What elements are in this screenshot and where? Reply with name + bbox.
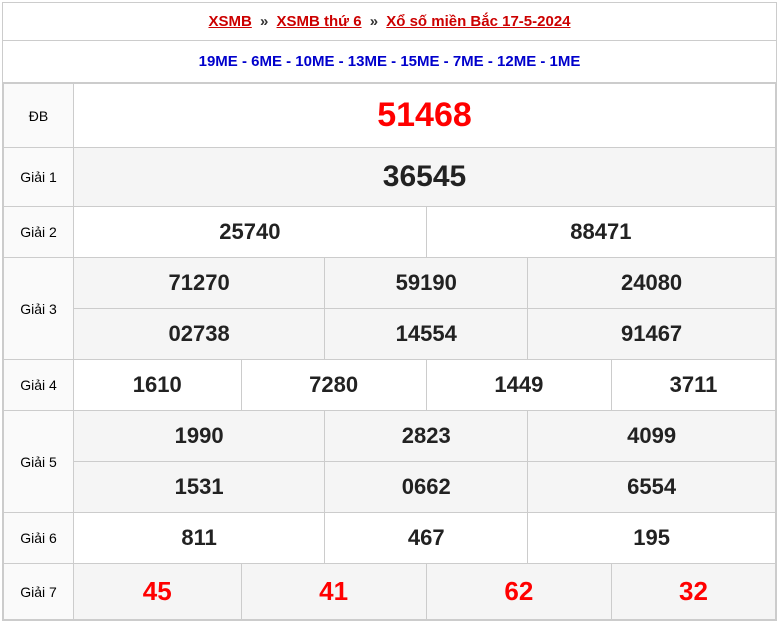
breadcrumb-separator: » [260,13,268,30]
prize-2-label: Giải 2 [4,207,74,258]
prize-1-row: Giải 1 36545 [4,148,776,207]
prize-3-value: 91467 [528,309,776,360]
prize-7-value: 41 [241,564,426,620]
prize-4-value: 1610 [74,360,242,411]
special-label: ĐB [4,84,74,148]
prize-3-label: Giải 3 [4,258,74,360]
prize-7-value: 62 [426,564,611,620]
prize-6-value: 467 [325,513,528,564]
prize-7-row: Giải 7 45 41 62 32 [4,564,776,620]
prize-5-row-1: Giải 5 1990 2823 4099 [4,411,776,462]
prize-6-label: Giải 6 [4,513,74,564]
special-value: 51468 [74,84,776,148]
prize-6-value: 811 [74,513,325,564]
prize-6-row: Giải 6 811 467 195 [4,513,776,564]
prize-7-label: Giải 7 [4,564,74,620]
prize-2-value: 25740 [74,207,427,258]
prize-7-value: 45 [74,564,242,620]
prize-1-value: 36545 [74,148,776,207]
prize-7-value: 32 [611,564,775,620]
prize-5-value: 6554 [528,462,776,513]
prize-2-row: Giải 2 25740 88471 [4,207,776,258]
breadcrumb-link-date[interactable]: Xổ số miền Bắc 17-5-2024 [386,13,570,30]
breadcrumb-separator: » [370,13,378,30]
prize-5-value: 4099 [528,411,776,462]
prize-5-label: Giải 5 [4,411,74,513]
prize-5-value: 2823 [325,411,528,462]
prize-3-row-1: Giải 3 71270 59190 24080 [4,258,776,309]
prize-5-value: 1990 [74,411,325,462]
lottery-results-container: XSMB » XSMB thứ 6 » Xổ số miền Bắc 17-5-… [2,2,777,621]
prize-5-value: 0662 [325,462,528,513]
prize-3-value: 24080 [528,258,776,309]
prize-3-value: 14554 [325,309,528,360]
breadcrumb-link-day[interactable]: XSMB thứ 6 [277,13,362,30]
breadcrumb: XSMB » XSMB thứ 6 » Xổ số miền Bắc 17-5-… [3,3,776,41]
prize-3-value: 59190 [325,258,528,309]
results-table: ĐB 51468 Giải 1 36545 Giải 2 25740 88471… [3,83,776,620]
prize-2-value: 88471 [426,207,775,258]
prize-4-row: Giải 4 1610 7280 1449 3711 [4,360,776,411]
prize-4-label: Giải 4 [4,360,74,411]
prize-4-value: 3711 [611,360,775,411]
prize-6-value: 195 [528,513,776,564]
prize-3-value: 71270 [74,258,325,309]
prize-4-value: 7280 [241,360,426,411]
prize-5-row-2: 1531 0662 6554 [4,462,776,513]
prize-5-value: 1531 [74,462,325,513]
breadcrumb-link-xsmb[interactable]: XSMB [208,13,251,30]
prize-4-value: 1449 [426,360,611,411]
special-prize-row: ĐB 51468 [4,84,776,148]
prize-1-label: Giải 1 [4,148,74,207]
prize-3-row-2: 02738 14554 91467 [4,309,776,360]
prize-3-value: 02738 [74,309,325,360]
lottery-codes: 19ME - 6ME - 10ME - 13ME - 15ME - 7ME - … [3,41,776,83]
